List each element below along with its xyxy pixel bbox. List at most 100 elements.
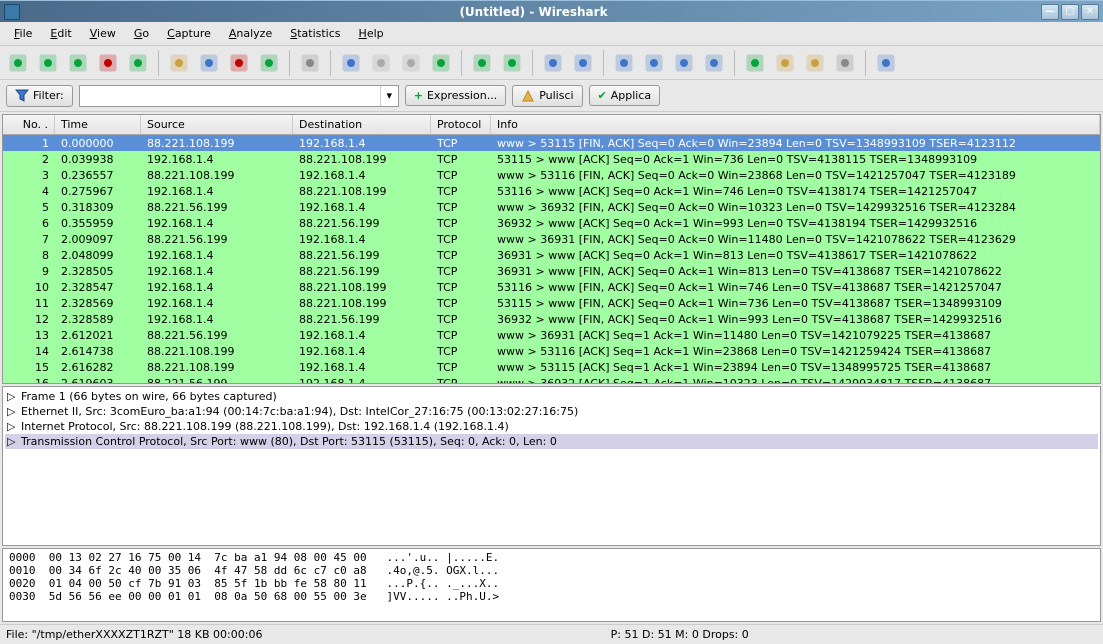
start-capture-button[interactable]	[64, 49, 92, 77]
packet-row[interactable]: 122.328589192.168.1.488.221.56.199TCP369…	[3, 311, 1100, 327]
expand-caret-icon[interactable]: ▷	[7, 390, 17, 403]
packet-cell: TCP	[431, 329, 491, 342]
resize-cols-button[interactable]	[700, 49, 728, 77]
column-header-no[interactable]: No. .	[3, 115, 55, 134]
packet-cell: TCP	[431, 137, 491, 150]
expression-button[interactable]: + Expression...	[405, 85, 506, 106]
menu-capture[interactable]: Capture	[159, 24, 219, 43]
packet-row[interactable]: 30.23655788.221.108.199192.168.1.4TCPwww…	[3, 167, 1100, 183]
packet-cell: 88.221.108.199	[293, 281, 431, 294]
reload-button[interactable]	[255, 49, 283, 77]
go-last-button[interactable]	[498, 49, 526, 77]
column-header-info[interactable]: Info	[491, 115, 1100, 134]
save-file-button[interactable]	[195, 49, 223, 77]
packet-cell: 192.168.1.4	[141, 313, 293, 326]
packet-cell: 12	[3, 313, 55, 326]
packet-cell: 2.328505	[55, 265, 141, 278]
packet-row[interactable]: 142.61473888.221.108.199192.168.1.4TCPww…	[3, 343, 1100, 359]
detail-tree-row[interactable]: ▷Frame 1 (66 bytes on wire, 66 bytes cap…	[5, 389, 1098, 404]
stop-capture-button[interactable]	[94, 49, 122, 77]
menu-edit[interactable]: Edit	[42, 24, 79, 43]
packet-row[interactable]: 60.355959192.168.1.488.221.56.199TCP3693…	[3, 215, 1100, 231]
minimize-button[interactable]: —	[1041, 4, 1059, 20]
restart-capture-button[interactable]	[124, 49, 152, 77]
display-filters-button[interactable]	[771, 49, 799, 77]
capture-options-button[interactable]	[34, 49, 62, 77]
colorize-button[interactable]	[539, 49, 567, 77]
packet-cell: 0.318309	[55, 201, 141, 214]
apply-button[interactable]: ✔ Applica	[589, 85, 661, 106]
detail-tree-row[interactable]: ▷Transmission Control Protocol, Src Port…	[5, 434, 1098, 449]
packet-row[interactable]: 40.275967192.168.1.488.221.108.199TCP531…	[3, 183, 1100, 199]
packet-cell: TCP	[431, 249, 491, 262]
packet-row[interactable]: 92.328505192.168.1.488.221.56.199TCP3693…	[3, 263, 1100, 279]
goto-packet-button[interactable]	[427, 49, 455, 77]
packet-list-rows[interactable]: 10.00000088.221.108.199192.168.1.4TCPwww…	[3, 135, 1100, 383]
packet-bytes-pane[interactable]: 0000 00 13 02 27 16 75 00 14 7c ba a1 94…	[2, 548, 1101, 622]
filter-dropdown[interactable]: ▾	[380, 86, 398, 106]
find-packet-button[interactable]	[337, 49, 365, 77]
column-header-destination[interactable]: Destination	[293, 115, 431, 134]
print-button[interactable]	[296, 49, 324, 77]
packet-cell: 192.168.1.4	[141, 185, 293, 198]
packet-cell: 192.168.1.4	[141, 217, 293, 230]
column-header-time[interactable]: Time	[55, 115, 141, 134]
menu-analyze[interactable]: Analyze	[221, 24, 280, 43]
packet-cell: 192.168.1.4	[141, 265, 293, 278]
packet-cell: 0.355959	[55, 217, 141, 230]
column-header-protocol[interactable]: Protocol	[431, 115, 491, 134]
close-button[interactable]: ✕	[1081, 4, 1099, 20]
close-file-button[interactable]	[225, 49, 253, 77]
capture-filters-button[interactable]	[741, 49, 769, 77]
packet-row[interactable]: 72.00909788.221.56.199192.168.1.4TCPwww …	[3, 231, 1100, 247]
menu-statistics[interactable]: Statistics	[282, 24, 348, 43]
zoom-100-button[interactable]	[670, 49, 698, 77]
expand-caret-icon[interactable]: ▷	[7, 405, 17, 418]
help-button[interactable]	[872, 49, 900, 77]
packet-cell: TCP	[431, 169, 491, 182]
coloring-rules-button[interactable]	[801, 49, 829, 77]
column-header-source[interactable]: Source	[141, 115, 293, 134]
go-back-button[interactable]	[367, 49, 395, 77]
packet-cell: 9	[3, 265, 55, 278]
packet-row[interactable]: 112.328569192.168.1.488.221.108.199TCP53…	[3, 295, 1100, 311]
zoom-in-button[interactable]	[610, 49, 638, 77]
packet-row[interactable]: 102.328547192.168.1.488.221.108.199TCP53…	[3, 279, 1100, 295]
detail-tree-row[interactable]: ▷Internet Protocol, Src: 88.221.108.199 …	[5, 419, 1098, 434]
packet-row[interactable]: 162.61960388.221.56.199192.168.1.4TCPwww…	[3, 375, 1100, 383]
toolbar-separator	[734, 50, 735, 76]
packet-row[interactable]: 50.31830988.221.56.199192.168.1.4TCPwww …	[3, 199, 1100, 215]
filter-input-wrap: ▾	[79, 85, 399, 107]
detail-tree-row[interactable]: ▷Ethernet II, Src: 3comEuro_ba:a1:94 (00…	[5, 404, 1098, 419]
packet-row[interactable]: 82.048099192.168.1.488.221.56.199TCP3693…	[3, 247, 1100, 263]
filter-input[interactable]	[80, 86, 380, 106]
menu-help[interactable]: Help	[351, 24, 392, 43]
clear-button[interactable]: Pulisci	[512, 85, 582, 107]
zoom-out-button[interactable]	[640, 49, 668, 77]
menu-view[interactable]: View	[82, 24, 124, 43]
prefs-button[interactable]	[831, 49, 859, 77]
menu-go[interactable]: Go	[126, 24, 157, 43]
packet-cell: 16	[3, 377, 55, 384]
expand-caret-icon[interactable]: ▷	[7, 435, 17, 448]
packet-row[interactable]: 10.00000088.221.108.199192.168.1.4TCPwww…	[3, 135, 1100, 151]
go-fwd-button[interactable]	[397, 49, 425, 77]
packet-row[interactable]: 152.61628288.221.108.199192.168.1.4TCPww…	[3, 359, 1100, 375]
packet-cell: TCP	[431, 201, 491, 214]
packet-row[interactable]: 20.039938192.168.1.488.221.108.199TCP531…	[3, 151, 1100, 167]
autoscroll-button[interactable]	[569, 49, 597, 77]
packet-cell: 5	[3, 201, 55, 214]
packet-row[interactable]: 132.61202188.221.56.199192.168.1.4TCPwww…	[3, 327, 1100, 343]
go-first-button[interactable]	[468, 49, 496, 77]
close-file-icon	[229, 53, 249, 73]
packet-details-pane[interactable]: ▷Frame 1 (66 bytes on wire, 66 bytes cap…	[2, 386, 1101, 546]
maximize-button[interactable]: ▢	[1061, 4, 1079, 20]
packet-cell: 2	[3, 153, 55, 166]
expand-caret-icon[interactable]: ▷	[7, 420, 17, 433]
open-file-button[interactable]	[165, 49, 193, 77]
list-interfaces-button[interactable]	[4, 49, 32, 77]
menu-file[interactable]: File	[6, 24, 40, 43]
filter-label-button[interactable]: Filter:	[6, 85, 73, 107]
toolbar-separator	[158, 50, 159, 76]
list-interfaces-icon	[8, 53, 28, 73]
